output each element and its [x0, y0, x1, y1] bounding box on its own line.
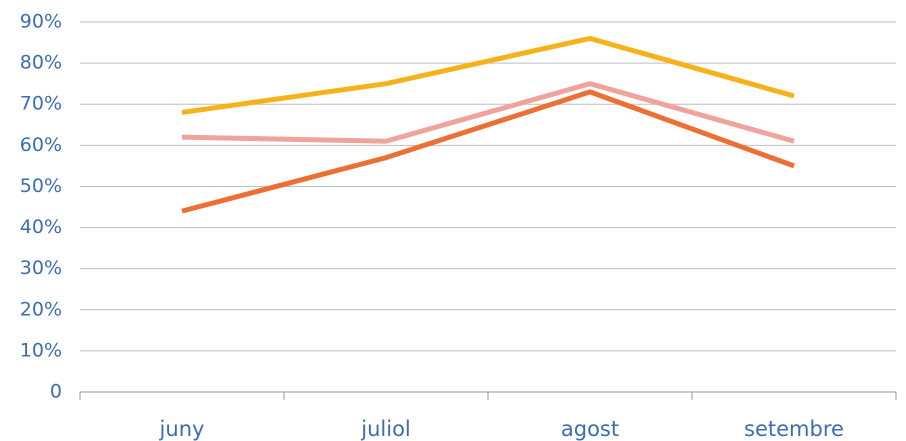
- y-tick-label: 40%: [20, 216, 62, 238]
- x-tick-label: juny: [159, 417, 205, 441]
- y-tick-label: 80%: [20, 52, 62, 74]
- y-tick-label: 70%: [20, 93, 62, 115]
- series-line: [181, 81, 795, 144]
- x-tick-label: agost: [561, 417, 619, 441]
- y-tick-label: 90%: [20, 11, 62, 33]
- series-line: [181, 89, 795, 214]
- y-tick-label: 50%: [20, 175, 62, 197]
- y-tick-label: 60%: [20, 134, 62, 156]
- y-tick-label: 0: [50, 381, 62, 403]
- x-tick-label: setembre: [744, 417, 844, 441]
- y-tick-label: 20%: [20, 298, 62, 320]
- x-tick-label: juliol: [360, 417, 411, 441]
- y-tick-label: 30%: [20, 257, 62, 279]
- y-tick-label: 10%: [20, 339, 62, 361]
- series-line: [181, 35, 795, 115]
